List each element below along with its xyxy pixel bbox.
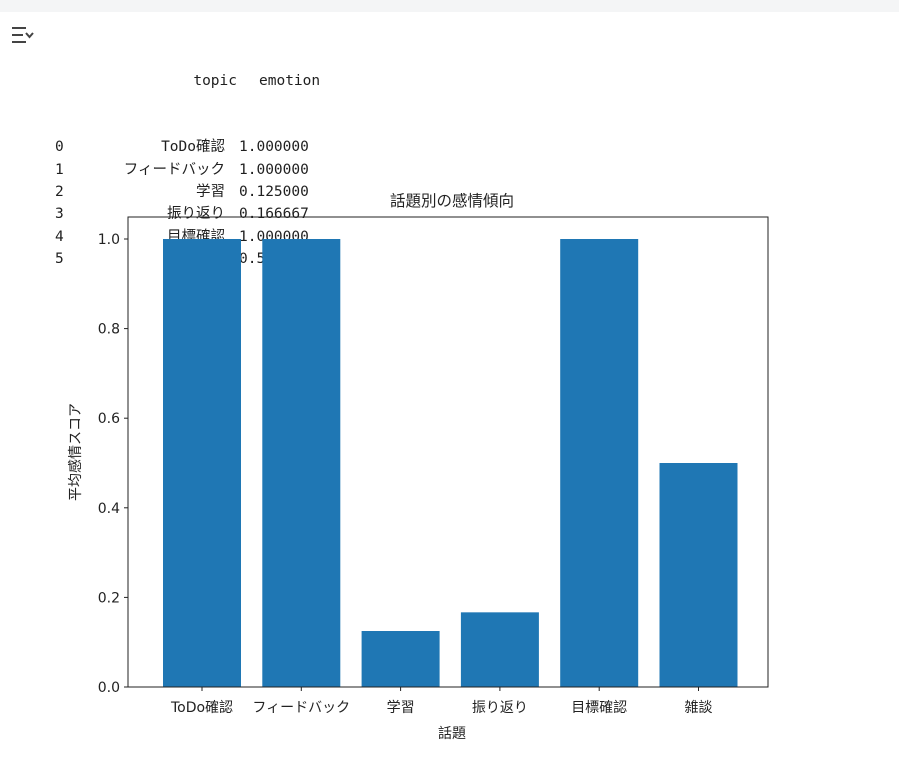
- column-header-topic: topic: [193, 72, 237, 89]
- row-index: 4: [55, 228, 64, 245]
- row-index: 3: [55, 206, 64, 223]
- row-topic: フィードバック: [123, 161, 225, 178]
- row-emotion: 1.000000: [239, 139, 309, 156]
- bar-3: [460, 612, 539, 687]
- x-tick-label: 学習: [387, 700, 415, 716]
- bar-5: [659, 463, 738, 687]
- row-index: 2: [55, 184, 64, 201]
- row-index: 1: [55, 161, 64, 178]
- row-topic: 振り返り: [167, 206, 225, 223]
- bar-0: [163, 239, 241, 687]
- x-tick-label: フィードバック: [252, 700, 350, 716]
- y-tick-label: 0.6: [98, 411, 120, 427]
- y-tick-label: 1.0: [98, 232, 120, 248]
- x-tick-label: ToDo確認: [170, 700, 233, 716]
- column-header-emotion: emotion: [259, 72, 321, 89]
- row-emotion: 0.125000: [239, 184, 309, 201]
- top-toolbar-strip: [0, 0, 899, 12]
- x-tick-label: 振り返り: [472, 700, 528, 716]
- row-topic: 学習: [196, 184, 225, 201]
- dataframe-header: topic emotion: [52, 70, 320, 92]
- bar-4: [560, 239, 639, 687]
- x-tick-label: 雑談: [685, 700, 713, 716]
- bar-chart: 話題別の感情傾向 0.0 0.2 0.4 0.6 0.8 1.0 ToDo確認 フィードバッ…: [67, 192, 769, 742]
- bar-2: [361, 631, 440, 687]
- y-tick-label: 0.0: [98, 680, 120, 696]
- output-toggle-icon[interactable]: [10, 24, 36, 46]
- dataframe-row: 1 フィードバック 1.000000: [52, 159, 320, 181]
- row-index: 5: [55, 250, 64, 267]
- row-emotion: 1.000000: [239, 161, 309, 178]
- dataframe-row: 3 振り返り 0.166667: [52, 203, 320, 225]
- row-emotion: 0.166667: [239, 206, 309, 223]
- row-topic: ToDo確認: [161, 139, 225, 156]
- y-tick-label: 0.8: [98, 322, 120, 338]
- dataframe-row: 0 ToDo確認 1.000000: [52, 136, 320, 158]
- chart-title: 話題別の感情傾向: [390, 192, 514, 210]
- y-tick-label: 0.4: [98, 501, 120, 517]
- bar-1: [262, 239, 341, 687]
- y-axis-label: 平均感情スコア: [67, 403, 84, 501]
- dataframe-row: 2 学習 0.125000: [52, 181, 320, 203]
- x-tick-label: 目標確認: [571, 700, 627, 716]
- row-index: 0: [55, 139, 64, 156]
- plot-frame: [127, 216, 769, 688]
- y-tick-label: 0.2: [98, 590, 120, 606]
- x-axis-label: 話題: [438, 725, 466, 742]
